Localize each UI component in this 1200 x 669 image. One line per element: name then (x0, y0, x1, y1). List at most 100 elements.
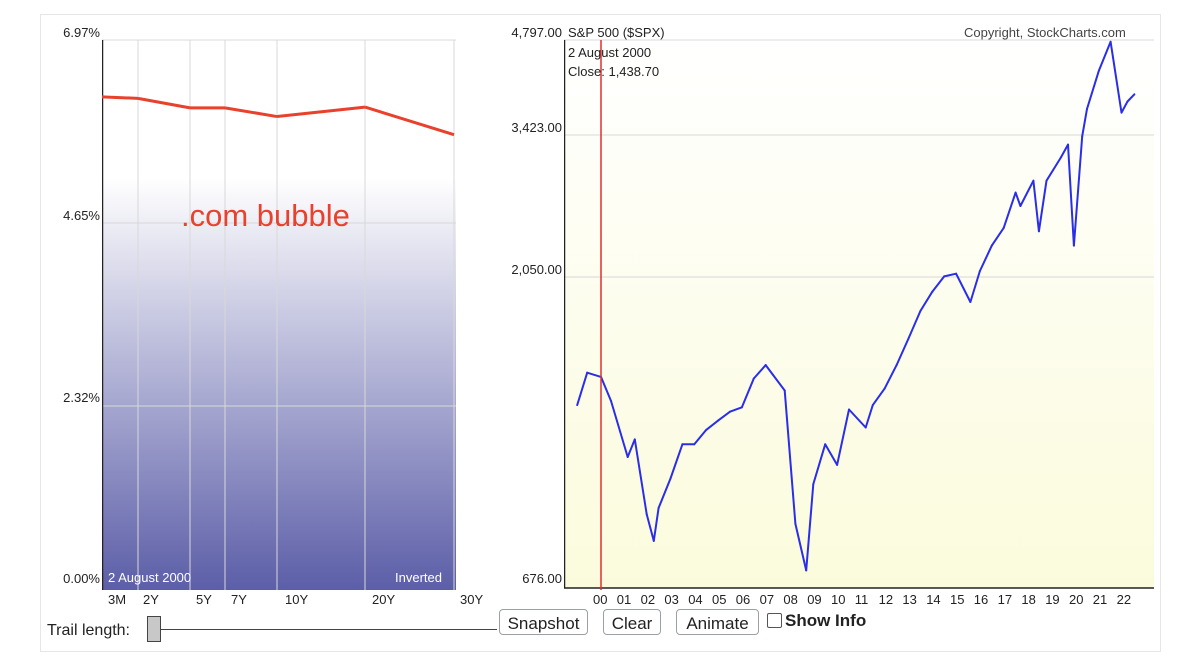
yield-segment (224, 106, 278, 119)
spx-segment (740, 377, 755, 409)
year-tick-11: 11 (854, 592, 869, 607)
spx-segment (824, 443, 839, 466)
yield-chart (102, 39, 456, 590)
chart-annotation: .com bubble (181, 198, 350, 233)
spx-segment (576, 371, 589, 407)
yield-segment (364, 105, 455, 137)
spx-segment (693, 428, 708, 446)
year-tick-15: 15 (950, 592, 965, 607)
yield-gradient-area (102, 178, 456, 590)
trail-length-track[interactable] (157, 629, 497, 630)
animate-button[interactable]: Animate (676, 609, 759, 635)
year-tick-04: 04 (688, 592, 703, 607)
maturity-tick-20y: 20Y (372, 592, 396, 607)
year-tick-16: 16 (973, 592, 989, 607)
year-tick-09: 09 (807, 592, 822, 607)
spx-segment (1019, 179, 1035, 207)
spx-date: 2 August 2000 (568, 45, 652, 60)
spx-segment (1045, 156, 1062, 182)
year-tick-13: 13 (902, 592, 917, 607)
spx-segment (645, 513, 655, 542)
spx-segment (783, 389, 797, 525)
yield-y-label-3: 2.32% (63, 390, 100, 405)
spx-segment (978, 244, 993, 272)
spx-segment (610, 399, 629, 458)
maturity-tick-10y: 10Y (285, 592, 309, 607)
trail-length-handle[interactable] (147, 616, 161, 642)
year-tick-07: 07 (759, 592, 775, 607)
spx-grid (564, 39, 1154, 278)
spx-segment (657, 477, 672, 509)
spx-segment (705, 419, 720, 431)
year-tick-21: 21 (1092, 592, 1108, 607)
spx-segment (1037, 179, 1048, 233)
spx-segment (771, 373, 786, 392)
spx-segment (586, 371, 602, 378)
yield-segment (276, 105, 366, 119)
spx-segment (895, 337, 910, 367)
year-tick-12: 12 (878, 592, 894, 607)
spx-segment (717, 410, 731, 422)
show-info-label[interactable]: Show Info (785, 611, 867, 630)
year-tick-02: 02 (640, 592, 656, 607)
spx-price-line (576, 40, 1136, 572)
spx-segment (633, 438, 648, 516)
inverted-label: Inverted (395, 570, 442, 585)
spx-segment (1032, 179, 1040, 233)
spx-segment (907, 310, 922, 340)
spx-segment (600, 375, 612, 402)
spx-segment (871, 387, 886, 407)
show-info-checkbox[interactable] (767, 613, 782, 628)
year-tick-06: 06 (735, 592, 751, 607)
spx-plot-background (564, 40, 1154, 588)
year-tick-14: 14 (926, 592, 941, 607)
spx-segment (1086, 69, 1100, 110)
spx-segment (848, 408, 867, 429)
spx-segment (752, 364, 767, 380)
year-tick-17: 17 (997, 592, 1013, 607)
spx-segment (883, 364, 898, 390)
year-tick-22: 22 (1116, 592, 1132, 607)
spx-segment (1126, 93, 1136, 103)
spx-segment (931, 275, 946, 293)
spx-segment (652, 507, 660, 542)
year-tick-01: 01 (616, 592, 632, 607)
year-tick-20: 20 (1069, 592, 1084, 607)
year-tick-00: 00 (593, 592, 608, 607)
year-tick-03: 03 (664, 592, 679, 607)
spx-close-value: Close: 1,438.70 (568, 64, 660, 79)
spx-segment (836, 408, 850, 466)
clear-button[interactable]: Clear (603, 609, 661, 635)
spx-segment (1120, 100, 1129, 114)
spx-segment (969, 270, 981, 303)
year-tick-18: 18 (1021, 592, 1036, 607)
spx-segment (1081, 107, 1088, 138)
year-tick-08: 08 (783, 592, 798, 607)
spx-segment (990, 226, 1005, 247)
yield-date-label: 2 August 2000 (108, 570, 192, 585)
spx-segment (1109, 40, 1123, 114)
spx-segment (626, 438, 636, 458)
yield-curve-line (102, 95, 455, 137)
spx-y-label-top: 4,797.00 (511, 25, 562, 40)
spx-segment (1072, 135, 1084, 247)
yield-y-label-bottom: 0.00% (63, 571, 100, 586)
maturity-tick-7y: 7Y (231, 592, 247, 607)
maturity-tick-5y: 5Y (196, 592, 212, 607)
year-tick-05: 05 (712, 592, 727, 607)
spx-y-label-2: 3,423.00 (511, 120, 562, 135)
year-tick-10: 10 (831, 592, 846, 607)
maturity-tick-3m: 3M (108, 592, 127, 607)
spx-segment (1059, 143, 1069, 159)
spx-segment (955, 272, 972, 303)
trail-length-label: Trail length: (47, 622, 130, 639)
yield-grid (102, 39, 456, 590)
spx-segment (764, 364, 774, 376)
spx-segment (1014, 191, 1022, 207)
spx-segment (1067, 143, 1075, 247)
spx-segment (1002, 191, 1017, 229)
snapshot-button[interactable]: Snapshot (499, 609, 588, 635)
spx-chart (564, 39, 1154, 590)
spx-y-label-bottom: 676.00 (522, 571, 562, 586)
spx-y-label-3: 2,050.00 (511, 262, 562, 277)
